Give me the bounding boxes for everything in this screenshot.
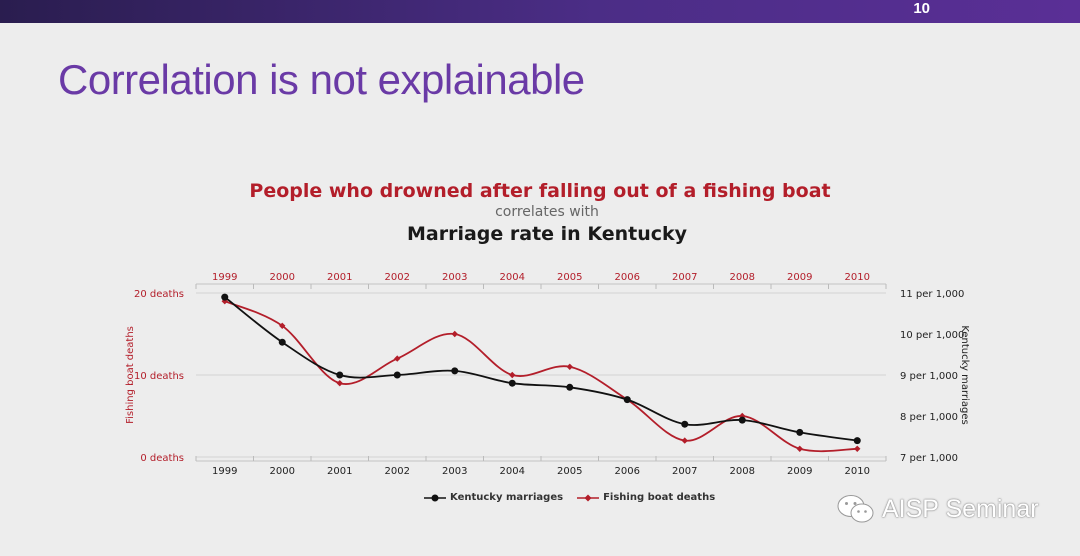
x-tick-label-bottom: 2005 xyxy=(557,466,582,477)
point-fishing-boat-deaths xyxy=(796,445,803,452)
slide-header-bar: 10 xyxy=(0,0,1080,23)
point-fishing-boat-deaths xyxy=(451,330,458,338)
chart-title-secondary: Marriage rate in Kentucky xyxy=(406,223,688,245)
y-left-axis-title: Fishing boat deaths xyxy=(125,326,136,424)
x-tick-label-top: 2006 xyxy=(615,272,640,283)
point-fishing-boat-deaths xyxy=(279,322,286,329)
chart-legend: Kentucky marriages Fishing boat deaths xyxy=(424,492,729,503)
point-kentucky-marriages xyxy=(508,379,516,387)
x-tick-label-top: 2008 xyxy=(730,272,755,283)
y-left-tick-label: 20 deaths xyxy=(134,289,184,300)
legend-swatch-marriages xyxy=(424,494,446,501)
x-tick-label-bottom: 2008 xyxy=(730,466,755,477)
point-kentucky-marriages xyxy=(853,437,861,445)
point-fishing-boat-deaths xyxy=(509,371,516,379)
point-fishing-boat-deaths xyxy=(221,298,228,305)
x-tick-label-bottom: 2007 xyxy=(672,466,697,477)
legend-label-deaths: Fishing boat deaths xyxy=(603,492,716,503)
series-line-fishing-boat-deaths xyxy=(224,300,858,453)
chart-title: People who drowned after falling out of … xyxy=(249,180,831,202)
slide-number: 10 xyxy=(913,0,930,17)
point-kentucky-marriages xyxy=(393,371,401,379)
legend-item-marriages: Kentucky marriages xyxy=(424,492,563,503)
x-tick-label-bottom: 2004 xyxy=(500,466,525,477)
point-fishing-boat-deaths xyxy=(336,380,343,387)
point-kentucky-marriages xyxy=(738,416,746,424)
x-tick-label-top: 2003 xyxy=(442,272,467,283)
point-kentucky-marriages xyxy=(221,293,229,301)
point-kentucky-marriages xyxy=(681,420,689,428)
x-tick-label-top: 2005 xyxy=(557,272,582,283)
x-tick-label-bottom: 2009 xyxy=(787,466,812,477)
line-chart: 1999 1999 2000 2000 2001 2001 2002 2002 2003 2003… xyxy=(125,272,970,477)
point-kentucky-marriages xyxy=(278,338,286,346)
y-right-tick-label: 8 per 1,000 xyxy=(900,412,958,423)
x-tick-label-bottom: 2000 xyxy=(270,466,295,477)
x-tick-label-top: 2010 xyxy=(845,272,870,283)
x-tick-label-top: 2009 xyxy=(787,272,812,283)
y-right-tick-label: 9 per 1,000 xyxy=(900,371,958,382)
x-tick-label-top: 2001 xyxy=(327,272,352,283)
point-fishing-boat-deaths xyxy=(566,363,573,370)
point-kentucky-marriages xyxy=(566,383,574,391)
point-fishing-boat-deaths xyxy=(394,355,401,362)
wechat-icon xyxy=(837,495,874,523)
watermark: AISP Seminar xyxy=(836,494,1039,524)
point-kentucky-marriages xyxy=(796,428,804,436)
x-tick-label-top: 2002 xyxy=(385,272,410,283)
x-tick-label-top: 1999 xyxy=(212,272,237,283)
x-tick-label-top: 2007 xyxy=(672,272,697,283)
slide-title: Correlation is not explainable xyxy=(58,56,585,103)
point-fishing-boat-deaths xyxy=(681,437,688,444)
x-tick-label-bottom: 2010 xyxy=(845,466,870,477)
x-tick-label-top: 2004 xyxy=(500,272,525,283)
legend-label-marriages: Kentucky marriages xyxy=(450,492,564,503)
x-tick-label-bottom: 2001 xyxy=(327,466,352,477)
y-right-axis-title: Kentucky marriages xyxy=(959,325,970,424)
x-tick-label-bottom: 1999 xyxy=(212,466,237,477)
y-right-tick-label: 11 per 1,000 xyxy=(900,289,964,300)
x-tick-label-bottom: 2002 xyxy=(385,466,410,477)
x-tick-label-bottom: 2003 xyxy=(442,466,467,477)
y-left-tick-label: 10 deaths xyxy=(134,371,184,382)
x-tick-label-top: 2000 xyxy=(270,272,295,283)
chart-subtitle: correlates with xyxy=(495,204,599,220)
y-right-tick-label: 10 per 1,000 xyxy=(900,330,964,341)
point-kentucky-marriages xyxy=(451,367,459,375)
legend-swatch-deaths xyxy=(577,494,600,501)
y-left-tick-label: 0 deaths xyxy=(140,453,184,464)
point-kentucky-marriages xyxy=(336,371,344,379)
y-right-tick-label: 7 per 1,000 xyxy=(900,453,958,464)
point-kentucky-marriages xyxy=(623,396,631,404)
watermark-text: AISP Seminar xyxy=(882,494,1039,523)
x-tick-label-bottom: 2006 xyxy=(615,466,640,477)
legend-item-deaths: Fishing boat deaths xyxy=(577,492,715,503)
point-fishing-boat-deaths xyxy=(854,445,861,452)
